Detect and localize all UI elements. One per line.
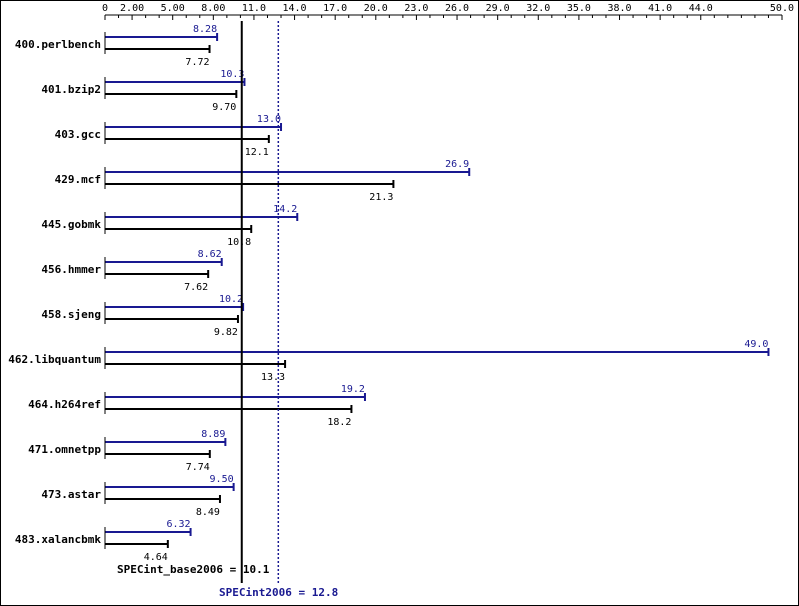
peak-value-label: 49.0	[744, 339, 768, 350]
benchmark-label: 462.libquantum	[8, 353, 101, 366]
x-tick-label: 38.0	[607, 3, 631, 14]
bars-layer: 8.28 7.72 10.3 9.70 13.0 12.1 26.9 21.3 14.2 10.8…	[104, 24, 770, 563]
x-tick-label: 0	[102, 3, 108, 14]
peak-value-label: 14.2	[273, 204, 297, 215]
x-tick-label: 11.0	[242, 3, 266, 14]
peak-value-label: 10.2	[219, 294, 243, 305]
x-tick-label: 35.0	[567, 3, 591, 14]
benchmark-label: 445.gobmk	[41, 218, 101, 231]
x-tick-label: 8.00	[201, 3, 225, 14]
x-tick-label: 2.00	[120, 3, 144, 14]
base-value-label: 7.72	[185, 57, 209, 68]
base-value-label: 7.74	[186, 462, 210, 473]
peak-value-label: 8.89	[201, 429, 225, 440]
peak-value-label: 9.50	[210, 474, 234, 485]
base-value-label: 8.49	[196, 507, 220, 518]
benchmark-label: 473.astar	[41, 488, 101, 501]
x-tick-label: 20.0	[364, 3, 388, 14]
base-value-label: 18.2	[327, 417, 351, 428]
benchmark-label: 471.omnetpp	[28, 443, 101, 456]
benchmark-label: 458.sjeng	[41, 308, 101, 321]
category-labels: 400.perlbench 401.bzip2 403.gcc 429.mcf 445.…	[8, 38, 101, 546]
x-tick-label: 41.0	[648, 3, 672, 14]
peak-value-label: 6.32	[166, 519, 190, 530]
x-tick-label: 44.0	[689, 3, 713, 14]
base-value-label: 21.3	[369, 192, 393, 203]
benchmark-label: 403.gcc	[55, 128, 101, 141]
base-mean-label: SPECint_base2006 = 10.1	[117, 563, 270, 576]
base-value-label: 7.62	[184, 282, 208, 293]
peak-value-label: 10.3	[220, 69, 244, 80]
peak-value-label: 13.0	[257, 114, 281, 125]
x-tick-label: 50.0	[770, 3, 794, 14]
x-tick-label: 29.0	[486, 3, 510, 14]
x-tick-label: 26.0	[445, 3, 469, 14]
x-tick-label: 23.0	[404, 3, 428, 14]
benchmark-label: 483.xalancbmk	[15, 533, 101, 546]
base-value-label: 13.3	[261, 372, 285, 383]
x-axis: 0 2.00 5.00 8.00 11.0 14.0 17.0 20.0 23.0 26.0 29.…	[102, 3, 794, 20]
x-tick-label: 17.0	[323, 3, 347, 14]
peak-value-label: 8.28	[193, 24, 217, 35]
benchmark-label: 401.bzip2	[41, 83, 101, 96]
benchmark-label: 400.perlbench	[15, 38, 101, 51]
base-value-label: 9.82	[214, 327, 238, 338]
x-tick-label: 5.00	[161, 3, 185, 14]
peak-value-label: 26.9	[445, 159, 469, 170]
x-tick-label: 14.0	[283, 3, 307, 14]
benchmark-label: 456.hmmer	[41, 263, 101, 276]
reference-lines: SPECint_base2006 = 10.1 SPECint2006 = 12.…	[117, 21, 338, 599]
benchmark-label: 429.mcf	[55, 173, 101, 186]
base-value-label: 10.8	[227, 237, 251, 248]
base-value-label: 12.1	[245, 147, 269, 158]
peak-mean-label: SPECint2006 = 12.8	[219, 586, 338, 599]
base-value-label: 9.70	[212, 102, 236, 113]
x-tick-label: 32.0	[526, 3, 550, 14]
peak-value-label: 19.2	[341, 384, 365, 395]
base-value-label: 4.64	[144, 552, 168, 563]
benchmark-label: 464.h264ref	[28, 398, 101, 411]
peak-value-label: 8.62	[198, 249, 222, 260]
